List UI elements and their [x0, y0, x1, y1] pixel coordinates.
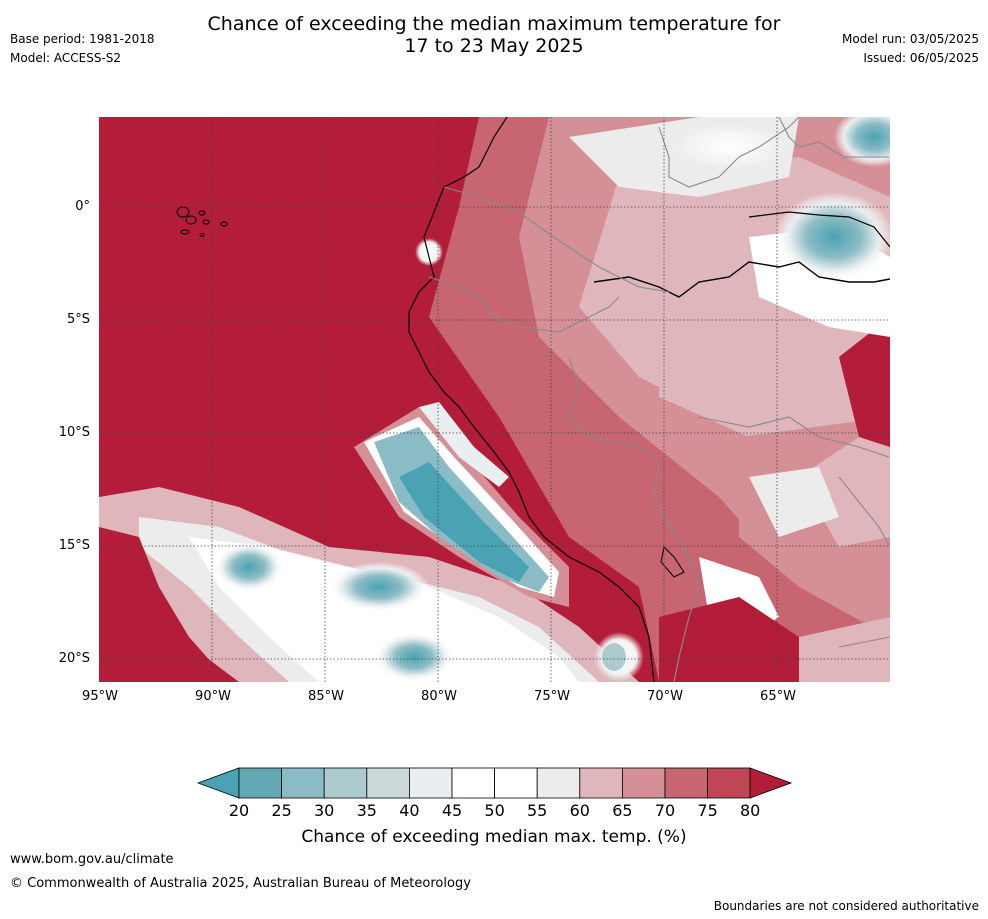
low-patch-west: [214, 542, 284, 592]
lon-label-75w: 75°W: [534, 689, 570, 704]
colorbar-over-arrow: [749, 767, 793, 799]
lon-label-65w: 65°W: [760, 689, 796, 704]
lon-label-90w: 90°W: [195, 689, 231, 704]
lat-label-15s: 15°S: [58, 538, 90, 553]
colorbar-cell: [664, 767, 708, 799]
footer-copyright: © Commonwealth of Australia 2025, Austra…: [10, 876, 471, 891]
coastal-streak-north: [419, 402, 509, 487]
amazon-low-patch: [774, 192, 890, 282]
colorbar: [197, 767, 793, 799]
colorbar-tick-label: 30: [314, 801, 335, 820]
southwest-high: [99, 527, 229, 682]
colorbar-tick-label: 65: [612, 801, 633, 820]
far-southeast-region: [799, 617, 890, 682]
lake-titicaca: [660, 545, 685, 578]
east-high-patch: [839, 317, 890, 447]
colorbar-tick-label: 60: [569, 801, 590, 820]
probability-map: [99, 117, 890, 682]
galapagos-islands: [176, 206, 228, 237]
colorbar-tick-label: 35: [356, 801, 377, 820]
model-text: Model: ACCESS-S2: [10, 51, 122, 65]
colorbar-cell: [621, 767, 666, 799]
footer-disclaimer: Boundaries are not considered authoritat…: [713, 899, 979, 913]
colorbar-tick-label: 20: [228, 801, 250, 820]
colorbar-tick-label: 70: [654, 801, 676, 820]
model-run-text: Model run: 03/05/2025: [841, 32, 979, 46]
colorbar-cell: [323, 767, 368, 799]
lat-label-10s: 10°S: [58, 425, 90, 440]
colorbar-tick-label: 50: [484, 801, 505, 820]
north-white-patch: [669, 122, 789, 172]
colorbar-tick-label: 40: [399, 801, 420, 820]
title-line-2: 17 to 23 May 2025: [404, 35, 584, 57]
map-title: Chance of exceeding the median maximum t…: [0, 13, 988, 57]
colorbar-under-arrow: [197, 767, 240, 799]
low-patch-central: [329, 562, 429, 612]
coastline: [408, 117, 655, 682]
colorbar-title: Chance of exceeding median max. temp. (%…: [301, 827, 687, 847]
colorbar-cell: [536, 767, 581, 799]
issued-text: Issued: 06/05/2025: [863, 51, 979, 65]
colorbar-cell: [494, 767, 538, 799]
colorbar-tick-label: 80: [740, 801, 761, 820]
base-period-text: Base period: 1981-2018: [10, 32, 155, 46]
lat-label-0: 0°: [75, 199, 90, 214]
coastal-streak-core: [399, 462, 529, 582]
gulf-white-spot: [415, 238, 443, 266]
southeast-high-patch: [659, 597, 799, 682]
colorbar-tick-label: 45: [441, 801, 463, 820]
rio-negro: [748, 211, 890, 248]
colorbar-cells: [238, 767, 751, 799]
east-neutral-patch: [749, 467, 839, 537]
footer-url[interactable]: www.bom.gov.au/climate: [10, 852, 174, 867]
south-low-spot: [602, 643, 626, 671]
amazon-river: [593, 261, 890, 298]
colorbar-cell: [238, 767, 282, 799]
colorbar-cell: [281, 767, 325, 799]
lon-label-85w: 85°W: [308, 689, 344, 704]
lat-label-20s: 20°S: [58, 651, 90, 666]
colorbar-cell: [408, 767, 453, 799]
graticule: [99, 117, 890, 682]
colorbar-cell: [451, 767, 495, 799]
colorbar-tick-label: 25: [271, 801, 292, 820]
low-patch-south: [374, 632, 454, 682]
lat-label-5s: 5°S: [66, 312, 90, 327]
colorbar-cell: [366, 767, 410, 799]
north-east-low-patch: [834, 117, 890, 167]
title-line-1: Chance of exceeding the median maximum t…: [207, 13, 781, 35]
lon-label-95w: 95°W: [82, 689, 118, 704]
colorbar-tick-label: 75: [697, 801, 718, 820]
colorbar-cell: [707, 767, 751, 799]
lon-label-80w: 80°W: [421, 689, 457, 704]
colorbar-tick-label: 55: [527, 801, 548, 820]
colorbar-cell: [579, 767, 623, 799]
lon-label-70w: 70°W: [647, 689, 683, 704]
